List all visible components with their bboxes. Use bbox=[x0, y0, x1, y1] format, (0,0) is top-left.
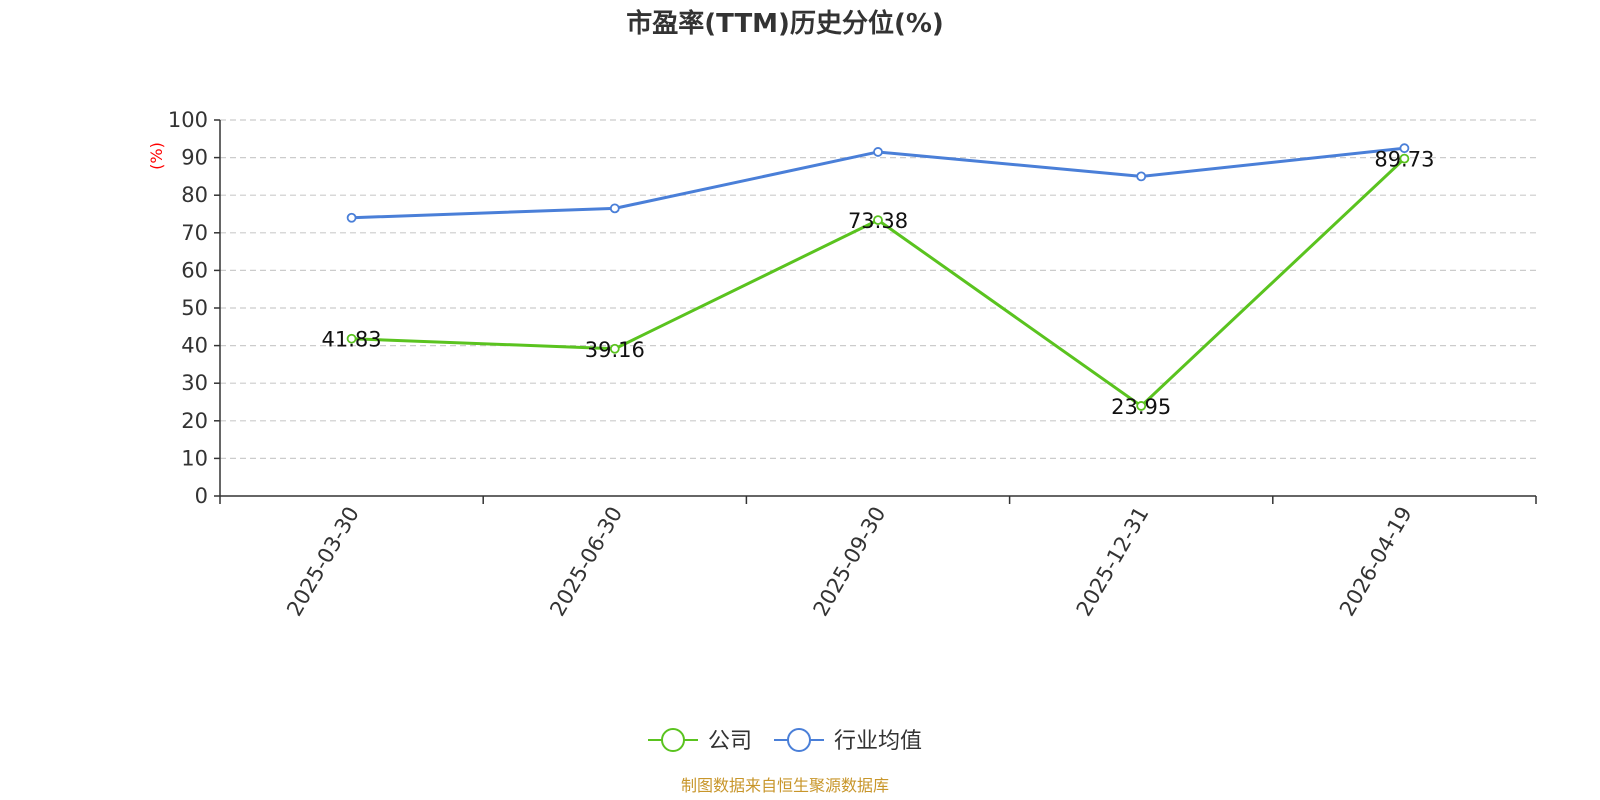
grid-lines bbox=[220, 119, 1536, 459]
chart-title: 市盈率(TTM)历史分位(%) bbox=[626, 8, 944, 39]
data-label: 41.83 bbox=[322, 328, 382, 352]
data-point bbox=[1399, 153, 1410, 164]
legend-label: 行业均值 bbox=[834, 729, 922, 754]
y-tick-label: 30 bbox=[181, 371, 208, 395]
data-label: 39.16 bbox=[585, 338, 645, 362]
y-tick-label: 90 bbox=[181, 146, 208, 170]
data-point bbox=[609, 343, 620, 354]
y-tick-label: 0 bbox=[195, 484, 208, 508]
x-tick-label: 2025-12-31 bbox=[1072, 503, 1154, 621]
x-tick-label: 2025-06-30 bbox=[545, 503, 627, 621]
series-line-industry-avg bbox=[351, 146, 1405, 220]
data-point bbox=[609, 203, 620, 214]
axes: 0 10 20 30 40 50 60 70 80 90 100 2025-03-30 2025-06-… bbox=[168, 108, 1537, 621]
data-point bbox=[346, 212, 357, 223]
y-tick-label: 20 bbox=[181, 409, 208, 433]
data-point bbox=[1136, 171, 1147, 182]
data-point bbox=[1399, 143, 1410, 154]
data-point bbox=[873, 147, 883, 157]
y-tick-label: 50 bbox=[181, 296, 208, 320]
legend: 公司 行业均值 bbox=[648, 728, 922, 754]
data-point bbox=[346, 333, 357, 344]
legend-circle-icon bbox=[661, 728, 685, 752]
legend-label: 公司 bbox=[708, 729, 752, 754]
y-tick-label: 40 bbox=[181, 334, 208, 358]
y-tick-label: 100 bbox=[168, 108, 208, 132]
source-note: 制图数据来自恒生聚源数据库 bbox=[681, 776, 889, 795]
data-label: 73.38 bbox=[848, 209, 908, 233]
y-tick-label: 10 bbox=[181, 446, 208, 470]
y-tick-label: 60 bbox=[181, 258, 208, 282]
y-tick-label: 80 bbox=[181, 183, 208, 207]
y-tick-label: 70 bbox=[181, 221, 208, 245]
data-point bbox=[873, 215, 883, 225]
x-tick-label: 2026-04-19 bbox=[1335, 503, 1417, 621]
x-tick-label: 2025-09-30 bbox=[809, 503, 891, 621]
legend-item-company[interactable]: 公司 bbox=[648, 728, 752, 754]
data-point bbox=[1136, 401, 1147, 411]
y-axis-label: (%) bbox=[147, 142, 166, 170]
x-tick-label: 2025-03-30 bbox=[282, 503, 364, 621]
data-labels: 41.83 39.16 73.38 23.95 89.73 bbox=[322, 148, 1435, 419]
data-label: 89.73 bbox=[1374, 148, 1434, 172]
legend-item-industry-avg[interactable]: 行业均值 bbox=[774, 728, 922, 754]
legend-circle-icon bbox=[787, 728, 811, 752]
data-label: 23.95 bbox=[1111, 395, 1171, 419]
series-line-company bbox=[351, 157, 1406, 408]
series-layer bbox=[346, 143, 1410, 411]
